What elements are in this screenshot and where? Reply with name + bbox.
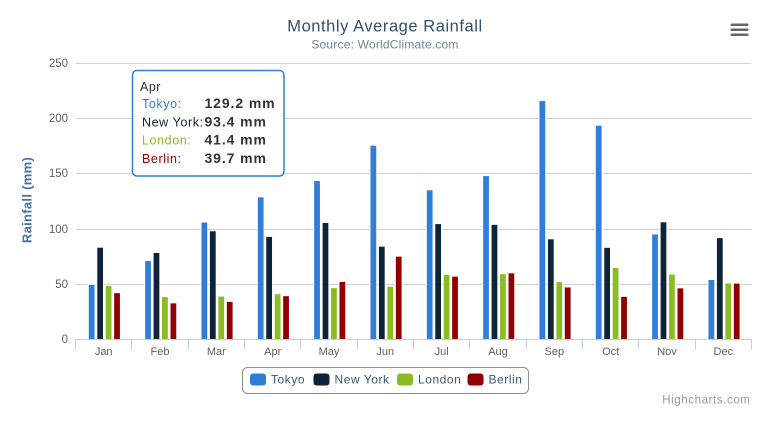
svg-text:0: 0	[62, 334, 68, 346]
svg-text:Feb: Feb	[151, 346, 170, 358]
svg-text:Apr: Apr	[264, 346, 281, 358]
svg-text:London: London	[418, 373, 461, 387]
svg-text:93.4 mm: 93.4 mm	[205, 113, 267, 129]
svg-text:New York:: New York:	[142, 115, 204, 129]
svg-text:Dec: Dec	[714, 346, 734, 358]
svg-text:Tokyo: Tokyo	[271, 373, 305, 387]
svg-text:Highcharts.com: Highcharts.com	[662, 395, 750, 407]
svg-text:Jul: Jul	[435, 346, 449, 358]
svg-text:41.4 mm: 41.4 mm	[205, 132, 267, 148]
svg-text:Sep: Sep	[545, 346, 565, 358]
svg-text:Jun: Jun	[376, 346, 394, 358]
svg-text:Oct: Oct	[602, 346, 619, 358]
svg-text:100: 100	[49, 224, 68, 236]
svg-text:50: 50	[55, 279, 68, 291]
svg-text:Mar: Mar	[207, 346, 226, 358]
svg-text:Aug: Aug	[488, 346, 508, 358]
svg-text:150: 150	[49, 168, 68, 180]
svg-text:129.2 mm: 129.2 mm	[205, 95, 276, 111]
svg-text:Berlin:: Berlin:	[142, 152, 182, 166]
svg-text:Tokyo:: Tokyo:	[142, 97, 182, 111]
svg-text:39.7 mm: 39.7 mm	[205, 150, 267, 166]
svg-text:Rainfall (mm): Rainfall (mm)	[20, 157, 35, 243]
svg-text:Jan: Jan	[95, 346, 113, 358]
svg-text:Nov: Nov	[657, 346, 677, 358]
svg-text:New York: New York	[335, 373, 391, 387]
svg-text:200: 200	[49, 113, 68, 125]
svg-text:Apr: Apr	[140, 80, 161, 94]
svg-text:May: May	[319, 346, 340, 358]
svg-text:London:: London:	[142, 134, 191, 148]
svg-text:Monthly Average Rainfall: Monthly Average Rainfall	[287, 18, 482, 36]
svg-text:Source: WorldClimate.com: Source: WorldClimate.com	[311, 38, 458, 52]
svg-text:Berlin: Berlin	[489, 373, 523, 387]
svg-text:250: 250	[49, 58, 68, 70]
